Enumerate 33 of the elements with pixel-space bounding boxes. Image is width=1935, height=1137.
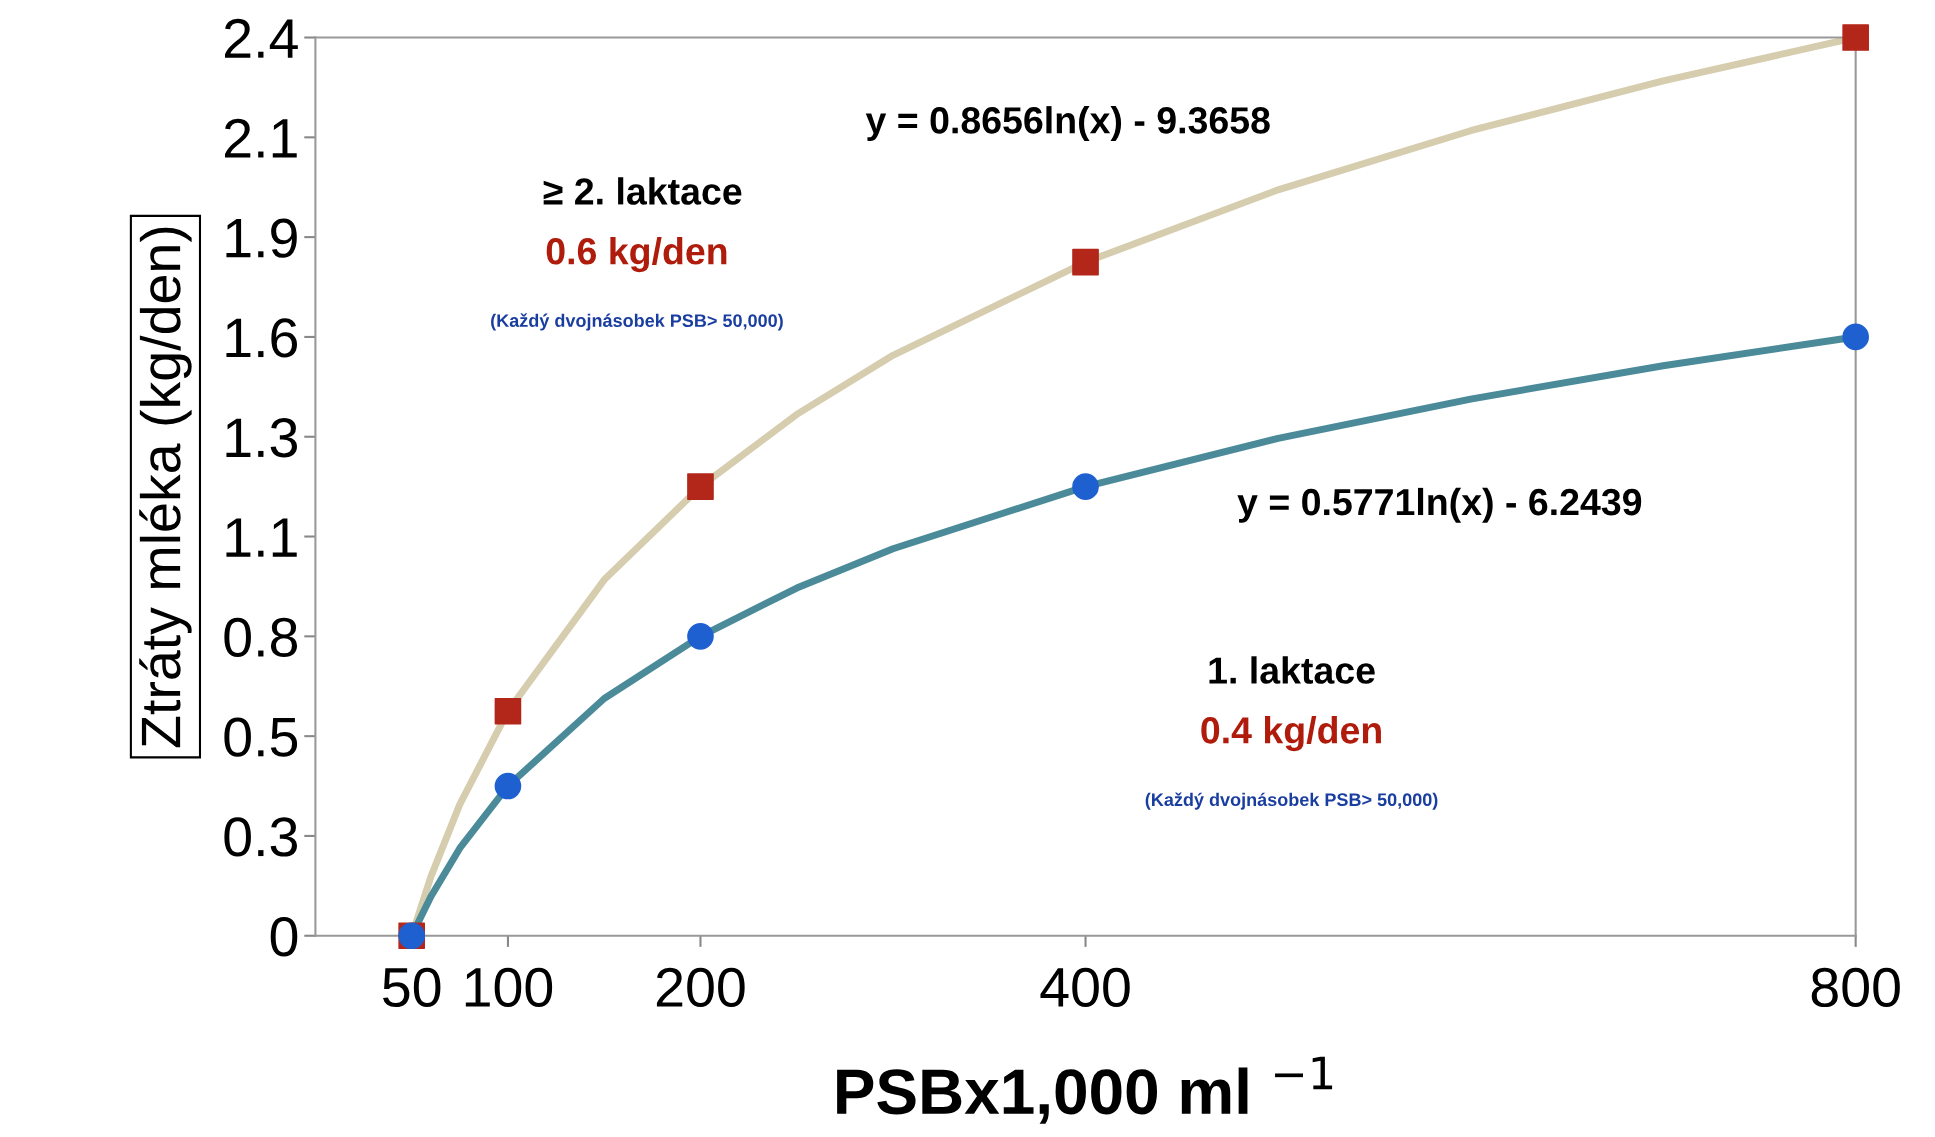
- y-tick-label: 2.4: [225, 18, 298, 58]
- annotation: 1. laktace: [1209, 656, 1375, 684]
- point: [1072, 248, 1099, 276]
- point: [687, 623, 714, 650]
- point: [1842, 24, 1869, 51]
- y-axis-title: Ztráty mléka (kg/den): [139, 227, 192, 748]
- y-tick-label: 1.3: [226, 418, 297, 458]
- y-tick-label: 0.3: [224, 817, 297, 857]
- annotation: y = 0.8656ln(x) - 9.3658: [865, 106, 1270, 142]
- x-axis-title: PSBx1,000 ml $^{−1}$: [837, 1056, 1333, 1124]
- x-tick-label: 50: [383, 967, 441, 1008]
- y-tick-label: 2.1: [225, 118, 297, 158]
- annotation: y = 0.5771ln(x) - 6.2439: [1237, 487, 1642, 523]
- x-tick-label: 400: [1040, 967, 1130, 1008]
- annotation: (Každý dvojnásobek PSB> 50,000): [1145, 792, 1438, 810]
- x-tick-label: 200: [656, 967, 745, 1008]
- annotation: ≥ 2. laktace: [543, 177, 742, 205]
- y-tick-label: 0.8: [224, 617, 298, 658]
- annotation: (Každý dvojnásobek PSB> 50,000): [491, 313, 783, 331]
- x-tick-label: 100: [465, 967, 553, 1008]
- annotation: 0.4 kg/den: [1201, 716, 1381, 752]
- annotation: 0.6 kg/den: [546, 237, 727, 273]
- y-tick-label: 0: [270, 917, 298, 957]
- y-tick-label: 1.9: [226, 218, 297, 258]
- point: [687, 473, 714, 500]
- y-tick-label: 1.6: [226, 318, 297, 358]
- point: [1842, 323, 1869, 351]
- point: [494, 697, 522, 725]
- x-tick-label: 800: [1811, 967, 1900, 1008]
- point: [1072, 473, 1099, 500]
- y-tick-label: 0.5: [224, 717, 298, 757]
- point: [494, 772, 522, 800]
- y-tick-label: 1.1: [226, 518, 297, 557]
